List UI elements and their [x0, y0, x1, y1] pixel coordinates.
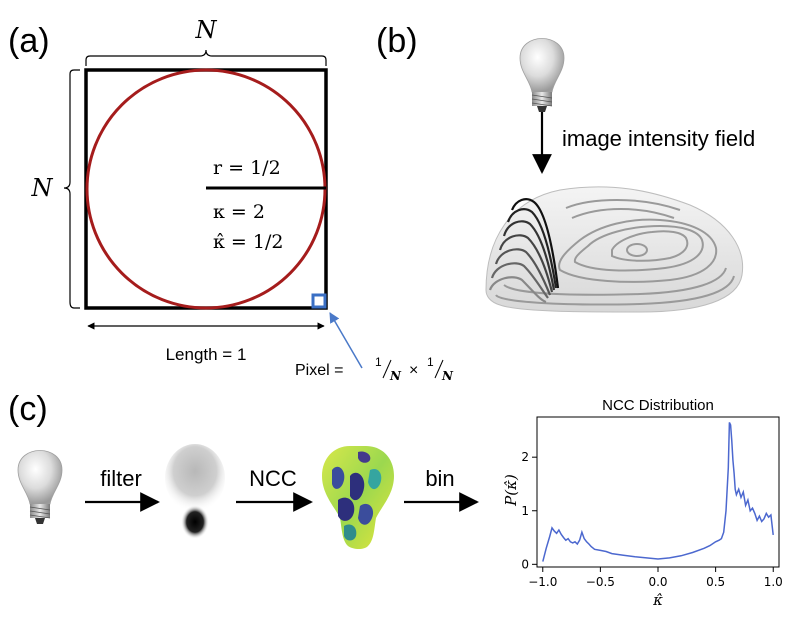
x-axis: −1.0 −0.5 0.0 0.5 1.0	[528, 567, 783, 589]
x-tick-label: 0.0	[648, 575, 667, 589]
pixel-pointer-arrow	[329, 312, 363, 369]
kappa-hat-label: κ̂ = 1/2	[213, 231, 283, 253]
lightbulb-image-c	[17, 450, 63, 524]
panel-b-label: (b)	[376, 22, 418, 60]
pixel-frac-2-slash	[434, 359, 444, 379]
ncc-curvature-map	[322, 446, 394, 549]
chart-title: NCC Distribution	[602, 397, 714, 414]
pixel-frac-1-slash	[382, 359, 392, 379]
filter-label: filter	[100, 466, 142, 491]
x-tick-label: −0.5	[586, 575, 615, 589]
y-tick-label: 0	[521, 557, 529, 571]
pixel-frac-1-num: 1	[375, 355, 382, 369]
y-axis-label: P(κ̂)	[502, 474, 520, 507]
x-tick-label: 1.0	[764, 575, 783, 589]
top-brace	[85, 49, 327, 66]
left-brace	[63, 69, 80, 309]
ncc-distribution-chart: NCC Distribution −1.0 −0.5 0.0 0.5 1.0 0 1 2 κ…	[502, 397, 783, 609]
pixel-label: Pixel = 1 N × 1 N	[295, 355, 454, 383]
y-tick-label: 2	[521, 450, 529, 464]
intensity-arrow-label: image intensity field	[562, 126, 755, 151]
kappa-label: κ = 2	[213, 201, 265, 223]
x-tick-label: 0.5	[706, 575, 725, 589]
pixel-frac-2-num: 1	[427, 355, 434, 369]
length-label: Length = 1	[166, 345, 247, 364]
series-line	[542, 422, 774, 562]
x-tick-label: −1.0	[528, 575, 557, 589]
filtered-bulb-image	[165, 444, 225, 539]
y-axis: 0 1 2	[521, 450, 537, 571]
panel-a-label: (a)	[8, 22, 50, 60]
radius-label: r = 1/2	[213, 157, 281, 179]
pixel-frac-2-den: N	[441, 369, 454, 383]
left-dimension-label: N	[31, 174, 54, 202]
bin-label: bin	[425, 466, 454, 491]
y-tick-label: 1	[521, 504, 529, 518]
ncc-label: NCC	[249, 466, 297, 491]
pixel-box	[311, 293, 327, 309]
pixel-label-text: Pixel =	[295, 362, 343, 379]
top-dimension-label: N	[195, 16, 218, 44]
pixel-times: ×	[409, 362, 418, 379]
panel-c-label: (c)	[8, 390, 48, 428]
x-axis-label: κ̂	[652, 591, 663, 609]
lightbulb-image-b	[519, 38, 565, 112]
intensity-surface	[485, 186, 744, 313]
pixel-frac-1-den: N	[389, 369, 402, 383]
